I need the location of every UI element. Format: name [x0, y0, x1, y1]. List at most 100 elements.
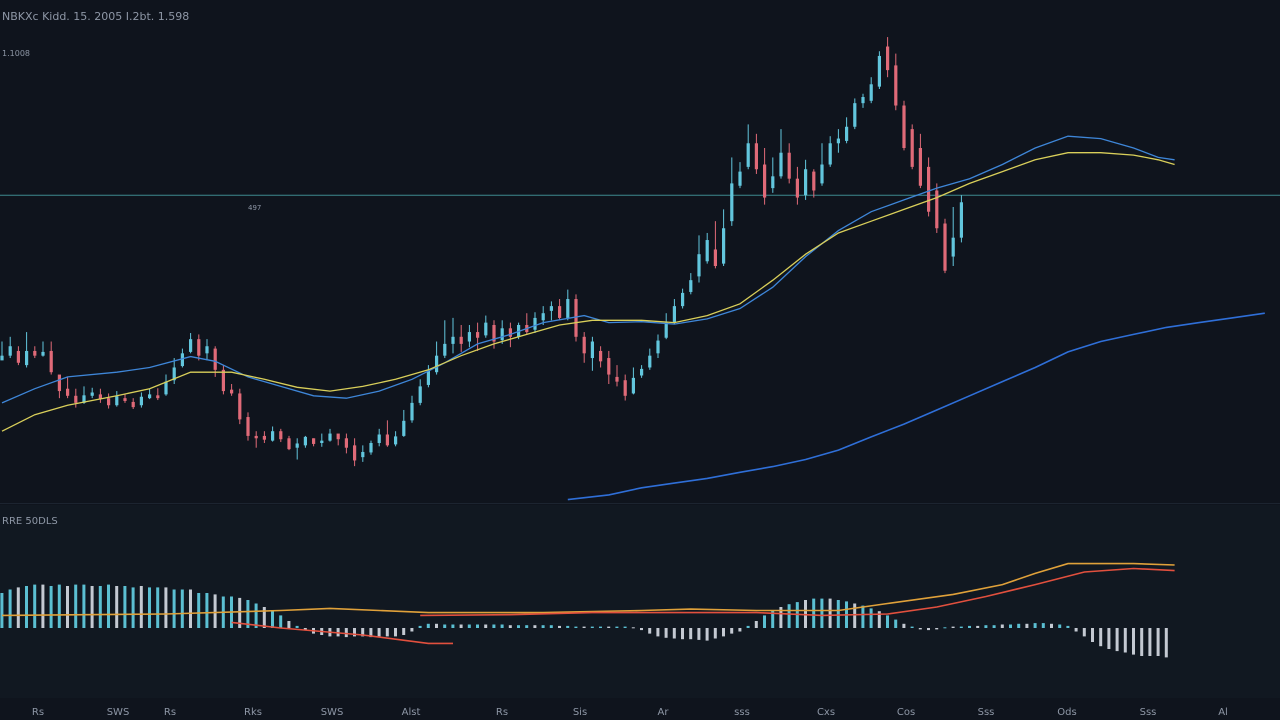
- candle-body: [500, 328, 504, 341]
- candle-body: [0, 355, 4, 361]
- histogram-bar: [33, 584, 37, 628]
- histogram-bar: [779, 607, 783, 628]
- histogram-bar: [935, 628, 939, 630]
- candle: [664, 313, 668, 340]
- x-tick-label: Ar: [658, 707, 670, 718]
- histogram-bar: [984, 625, 988, 628]
- candle: [910, 124, 914, 170]
- candle: [418, 379, 422, 406]
- candle: [894, 53, 898, 111]
- histogram-bar: [1148, 628, 1152, 656]
- candle: [410, 395, 414, 423]
- candle: [869, 77, 873, 104]
- candle-body: [410, 402, 414, 421]
- histogram-bar: [377, 628, 381, 637]
- candle-body: [508, 328, 512, 337]
- histogram-bar: [968, 625, 971, 628]
- x-tick-label: Alst: [402, 707, 421, 718]
- candle-body: [689, 280, 693, 292]
- histogram-bar: [886, 615, 889, 628]
- histogram-bar: [25, 586, 28, 628]
- candle-body: [754, 143, 758, 170]
- x-tick-label: Al: [1218, 707, 1228, 718]
- candle-body: [615, 376, 619, 382]
- candle: [246, 412, 250, 441]
- candle: [107, 393, 111, 409]
- candle-body: [763, 164, 767, 198]
- candle: [98, 388, 102, 403]
- candle: [435, 341, 439, 375]
- candle: [820, 143, 824, 186]
- histogram-bar: [156, 587, 160, 628]
- candle: [918, 133, 922, 189]
- candle-body: [41, 351, 45, 356]
- candle-body: [894, 65, 898, 106]
- candle: [312, 438, 316, 447]
- x-tick-label: Sis: [573, 707, 587, 718]
- candle: [385, 420, 389, 447]
- candle: [549, 301, 553, 321]
- candle: [459, 325, 463, 352]
- histogram-bar: [74, 584, 78, 628]
- candle: [156, 388, 160, 401]
- histogram-bar: [943, 627, 947, 629]
- candle: [500, 320, 504, 344]
- candle-body: [599, 350, 603, 362]
- candle-body: [779, 152, 783, 177]
- candle-body: [107, 398, 111, 406]
- histogram-bar: [353, 628, 356, 637]
- histogram-bar: [894, 619, 898, 628]
- candle-body: [230, 389, 234, 394]
- candle-body: [246, 417, 250, 436]
- candle: [582, 332, 586, 363]
- candle: [303, 435, 307, 448]
- candle-body: [623, 380, 627, 396]
- candle-body: [541, 313, 545, 321]
- candle-body: [66, 388, 70, 396]
- candle: [0, 341, 4, 361]
- histogram-bar: [992, 625, 996, 628]
- histogram-bar: [492, 624, 496, 628]
- candle: [738, 162, 742, 189]
- histogram-bar: [435, 623, 438, 628]
- candle: [656, 334, 660, 359]
- histogram-bar: [361, 628, 365, 637]
- histogram-bar: [812, 598, 816, 628]
- candle: [541, 306, 545, 325]
- candle-body: [221, 369, 225, 392]
- candle-body: [131, 401, 135, 408]
- candle-body: [262, 435, 266, 440]
- histogram-bar: [1132, 628, 1135, 655]
- histogram-bar: [107, 584, 110, 628]
- candle-body: [648, 355, 652, 368]
- histogram-bar: [205, 593, 209, 628]
- oscillator-line-orange: [1, 562, 1175, 617]
- candle-body: [869, 84, 873, 101]
- histogram-bar: [836, 600, 840, 628]
- candle-body: [681, 292, 685, 307]
- histogram-bar: [910, 626, 914, 628]
- candle-body: [312, 438, 316, 444]
- candle: [574, 294, 578, 342]
- candle-body: [484, 322, 488, 336]
- indicator-panel-background: [0, 505, 1280, 700]
- candle-body: [8, 346, 12, 356]
- histogram-bar: [303, 628, 307, 631]
- price-label: 1.1008: [2, 49, 30, 58]
- histogram-bar: [861, 605, 865, 628]
- candle: [189, 333, 193, 354]
- histogram-bar: [1074, 628, 1078, 632]
- candle-body: [287, 438, 291, 450]
- candle: [82, 386, 86, 404]
- moving-average-fast: [1, 135, 1175, 404]
- histogram-bar: [1082, 628, 1086, 637]
- candle-body: [205, 346, 209, 354]
- moving-average-slow: [1, 152, 1175, 432]
- histogram-bar: [16, 587, 20, 628]
- candle-body: [98, 394, 102, 400]
- candle-body: [328, 433, 332, 441]
- candle-body: [16, 350, 20, 363]
- candle: [746, 124, 750, 170]
- candle: [476, 322, 480, 351]
